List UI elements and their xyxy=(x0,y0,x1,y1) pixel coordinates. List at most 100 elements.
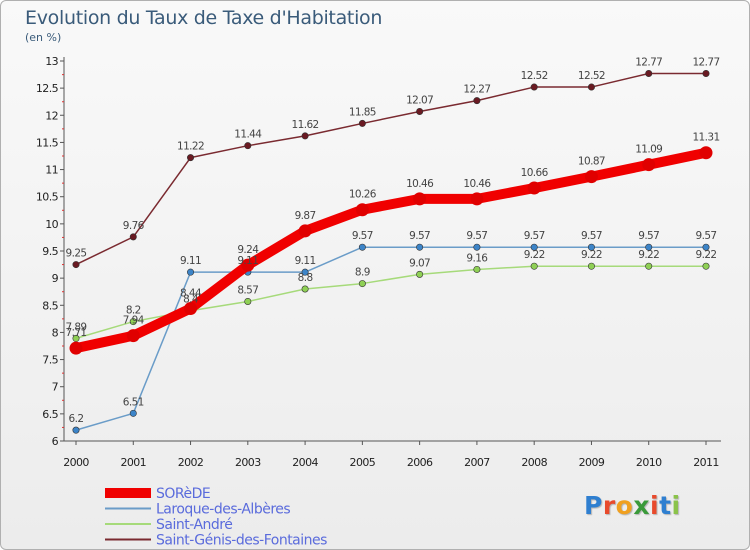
data-label: 9.22 xyxy=(696,249,717,261)
x-tick-label: 2007 xyxy=(464,456,490,469)
data-point xyxy=(129,409,137,417)
data-label: 9.22 xyxy=(638,249,659,261)
data-point xyxy=(584,170,598,184)
data-label: 12.07 xyxy=(406,94,433,106)
data-point xyxy=(358,243,366,251)
data-label: 12.77 xyxy=(692,56,719,68)
data-label: 10.66 xyxy=(521,167,549,179)
data-label: 9.57 xyxy=(466,230,487,242)
data-label: 11.09 xyxy=(635,144,662,156)
x-tick-label: 2006 xyxy=(407,456,433,469)
data-point xyxy=(301,285,309,293)
data-label: 11.22 xyxy=(177,141,204,153)
legend: SORèDELaroque-des-AlbèresSaint-AndréSain… xyxy=(105,486,328,549)
x-tick-label: 2000 xyxy=(63,456,89,469)
data-label: 9.24 xyxy=(237,244,259,256)
y-tick-label: 8 xyxy=(52,326,59,339)
series-line-2 xyxy=(75,265,707,340)
data-point xyxy=(587,243,595,251)
y-tick-label: 11 xyxy=(45,164,58,177)
data-label: 9.57 xyxy=(581,230,602,242)
y-tick-label: 10.5 xyxy=(36,191,59,204)
data-point xyxy=(69,341,83,355)
data-point xyxy=(187,154,195,162)
data-point xyxy=(530,83,538,91)
data-label: 8.44 xyxy=(180,288,202,300)
x-tick-label: 2011 xyxy=(693,456,719,469)
data-point xyxy=(527,181,541,195)
y-tick-label: 7 xyxy=(52,381,59,394)
data-point xyxy=(645,69,653,77)
legend-label: Saint-Génis-des-Fontaines xyxy=(156,533,327,549)
legend-label: Saint-André xyxy=(156,517,232,533)
logo-letter: o xyxy=(615,491,634,520)
chart-subtitle: (en %) xyxy=(25,31,62,44)
data-label: 6.51 xyxy=(123,396,144,408)
data-label: 12.27 xyxy=(463,84,490,96)
series-layer xyxy=(69,69,713,434)
x-tick-label: 2009 xyxy=(579,456,605,469)
data-label: 7.94 xyxy=(123,315,145,327)
data-label: 10.26 xyxy=(349,189,377,201)
data-point xyxy=(702,243,710,251)
x-tick-label: 2004 xyxy=(292,456,318,469)
data-point xyxy=(473,243,481,251)
data-point xyxy=(702,262,710,270)
x-tick-label: 2008 xyxy=(521,456,547,469)
series-line-3 xyxy=(75,72,707,266)
data-label: 9.87 xyxy=(295,210,316,222)
data-label: 10.46 xyxy=(406,178,434,190)
data-point xyxy=(126,329,140,343)
data-point xyxy=(587,262,595,270)
data-point xyxy=(416,243,424,251)
data-point xyxy=(187,268,195,276)
data-label: 6.2 xyxy=(69,413,84,425)
y-tick-label: 12.5 xyxy=(36,82,59,95)
data-point xyxy=(244,142,252,150)
logo-letter: r xyxy=(602,491,616,520)
data-point xyxy=(72,426,80,434)
data-point xyxy=(645,243,653,251)
data-point xyxy=(301,268,309,276)
legend-label: SORèDE xyxy=(156,486,210,502)
data-point xyxy=(642,158,656,172)
y-tick-label: 9 xyxy=(52,272,59,285)
data-label: 9.57 xyxy=(524,230,545,242)
y-tick-label: 9.5 xyxy=(42,245,58,258)
data-label: 12.52 xyxy=(578,70,605,82)
data-label: 11.44 xyxy=(234,129,262,141)
y-tick-label: 11.5 xyxy=(36,136,59,149)
data-label: 9.11 xyxy=(237,255,258,267)
x-tick-label: 2002 xyxy=(178,456,204,469)
data-point xyxy=(645,262,653,270)
data-point xyxy=(416,270,424,278)
logo-letter: t xyxy=(659,491,672,520)
logo-letter: P xyxy=(584,491,603,520)
data-point xyxy=(530,243,538,251)
data-label: 8.8 xyxy=(298,272,313,284)
y-tick-label: 13 xyxy=(45,55,58,68)
legend-label: Laroque-des-Albères xyxy=(156,502,290,518)
data-label: 8.2 xyxy=(126,305,141,317)
data-label: 9.11 xyxy=(295,255,316,267)
data-point xyxy=(473,97,481,105)
data-point xyxy=(702,69,710,77)
data-label: 9.76 xyxy=(123,220,145,232)
data-point xyxy=(72,334,80,342)
data-label: 10.87 xyxy=(578,156,605,168)
axes: 6 6.5 7 7.5 8 8.5 9 9.5 10 10.5 11 11.5 12 12.5 13 2000… xyxy=(36,55,721,469)
data-point xyxy=(355,203,369,217)
data-point xyxy=(301,132,309,140)
data-point xyxy=(470,192,484,206)
logo-letter: i xyxy=(650,491,660,520)
data-point xyxy=(184,302,198,316)
data-label: 7.89 xyxy=(66,321,87,333)
x-tick-label: 2001 xyxy=(120,456,146,469)
data-label: 8.9 xyxy=(355,267,370,279)
data-point xyxy=(129,318,137,326)
data-point xyxy=(298,224,312,238)
data-point xyxy=(358,119,366,127)
data-point xyxy=(244,297,252,305)
data-point xyxy=(129,233,137,241)
